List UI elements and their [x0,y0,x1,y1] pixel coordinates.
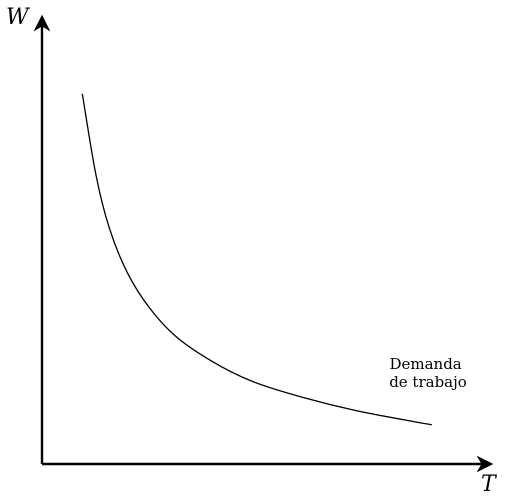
curve-label-line-2: de trabajo [389,373,467,391]
labor-demand-curve [81,93,432,426]
y-axis-label: W [6,5,31,30]
curve-label: Demanda de trabajo [389,355,467,391]
curve-label-line-1: Demanda [389,355,461,373]
x-axis-label: T [481,472,498,497]
